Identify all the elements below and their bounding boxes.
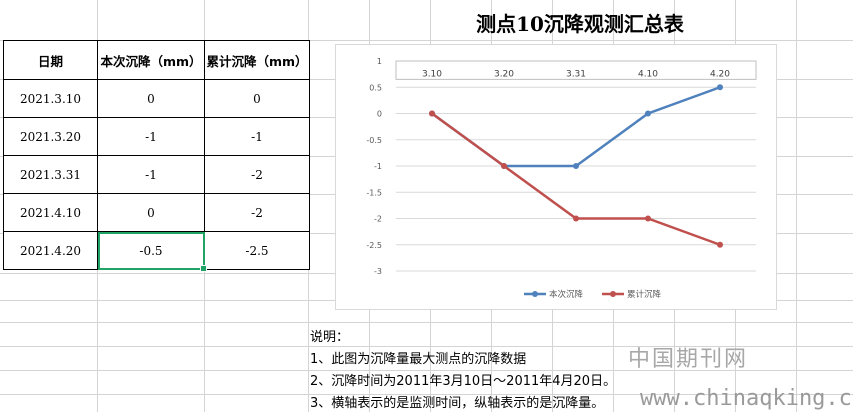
cell-current-value: -0.5 <box>139 243 163 258</box>
notes-block: 说明： 1、此图为沉降量最大测点的沉降数据 2、沉降时间为2011年3月10日～… <box>310 327 616 415</box>
x-tick-label: 3.31 <box>566 69 586 79</box>
x-tick-label: 4.10 <box>638 69 658 79</box>
legend-marker-2 <box>610 291 616 297</box>
note-line-1: 1、此图为沉降量最大测点的沉降数据 <box>310 352 527 367</box>
cell-current-selected[interactable]: -0.5 <box>97 231 207 272</box>
data-point <box>717 84 723 91</box>
cell-cumulative[interactable]: -2 <box>204 155 310 194</box>
legend-marker-1 <box>532 291 538 297</box>
table-row: 2021.3.31 -1 -2 <box>3 155 310 194</box>
y-tick-label: -1.5 <box>366 188 382 197</box>
cell-cumulative[interactable]: 0 <box>204 79 310 118</box>
cell-cumulative[interactable]: -2 <box>204 193 310 232</box>
cell-cumulative[interactable]: -1 <box>204 117 310 156</box>
series-line-2 <box>431 112 721 246</box>
legend-label-1: 本次沉降 <box>549 289 584 300</box>
watermark-cn: 中国期刊网 <box>628 347 749 372</box>
y-tick-label: -3 <box>374 267 382 276</box>
data-point <box>645 215 651 222</box>
table-row: 2021.3.10 0 0 <box>3 79 310 118</box>
cell-date[interactable]: 2021.3.31 <box>3 155 98 194</box>
table-row: 2021.4.10 0 -2 <box>3 193 310 232</box>
settlement-line-chart[interactable]: 1 0.5 0 -0.5 -1 -1.5 -2 -2.5 -3 3.10 3.20 3.31 4.10 4… <box>335 44 777 310</box>
x-axis-band <box>395 60 757 80</box>
cell-date[interactable]: 2021.3.10 <box>3 79 98 118</box>
data-point <box>429 110 435 117</box>
legend-label-2: 累计沉降 <box>627 289 662 300</box>
chart-canvas: 1 0.5 0 -0.5 -1 -1.5 -2 -2.5 -3 3.10 3.20 3.31 4.10 4… <box>366 57 757 300</box>
cell-cumulative[interactable]: -2.5 <box>204 231 310 270</box>
y-tick-label: -1 <box>374 162 382 171</box>
cell-current[interactable]: 0 <box>97 193 205 232</box>
sheet-title: 测点10沉降观测汇总表 <box>476 12 684 36</box>
y-tick-label: 1 <box>377 57 382 66</box>
watermark-url: www.chinaqking.com <box>640 386 853 411</box>
y-tick-label: 0.5 <box>369 83 382 92</box>
y-tick-label: 0 <box>377 110 382 119</box>
notes-heading: 说明： <box>310 330 350 345</box>
y-tick-label: -2.5 <box>366 241 382 250</box>
data-point <box>645 110 651 117</box>
series-line-1 <box>431 86 721 168</box>
cell-current[interactable]: 0 <box>97 79 205 118</box>
table-row: 2021.4.20 -0.5 -2.5 <box>3 231 310 272</box>
header-cumulative-settlement[interactable]: 累计沉降（mm） <box>204 40 310 80</box>
note-line-2: 2、沉降时间为2011年3月10日～2011年4月20日。 <box>310 374 617 389</box>
data-point <box>573 215 579 222</box>
x-tick-label: 3.20 <box>494 69 514 79</box>
cell-date[interactable]: 2021.4.10 <box>3 193 98 232</box>
header-date[interactable]: 日期 <box>3 40 98 80</box>
cell-current[interactable]: -1 <box>97 117 205 156</box>
header-current-settlement[interactable]: 本次沉降（mm） <box>97 40 205 80</box>
cell-current[interactable]: -1 <box>97 155 205 194</box>
settlement-table: 日期 本次沉降（mm） 累计沉降（mm） 2021.3.10 0 0 2021.… <box>3 40 310 272</box>
y-tick-label: -2 <box>374 215 382 224</box>
fill-handle[interactable] <box>200 265 207 272</box>
x-tick-label: 4.20 <box>710 69 730 79</box>
table-row: 2021.3.20 -1 -1 <box>3 117 310 156</box>
x-tick-label: 3.10 <box>422 69 442 79</box>
cell-date[interactable]: 2021.4.20 <box>3 231 98 270</box>
data-point <box>573 163 579 169</box>
data-point <box>501 163 507 169</box>
note-line-3: 3、横轴表示的是监测时间，纵轴表示的是沉降量。 <box>310 396 605 411</box>
y-tick-label: -0.5 <box>366 136 382 145</box>
cell-date[interactable]: 2021.3.20 <box>3 117 98 156</box>
table-header-row: 日期 本次沉降（mm） 累计沉降（mm） <box>3 40 310 80</box>
data-point <box>717 241 723 248</box>
